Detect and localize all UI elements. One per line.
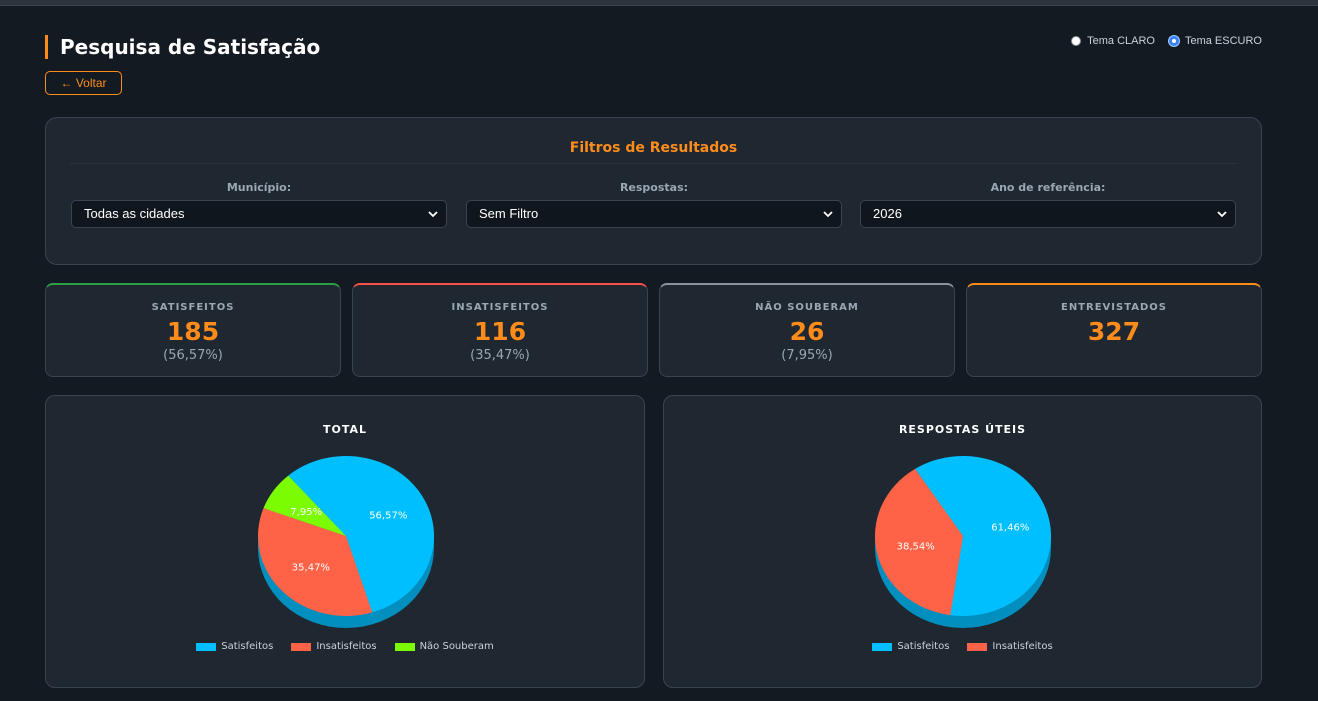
legend-item[interactable]: Insatisfeitos xyxy=(291,641,377,652)
stat-percent: (56,57%) xyxy=(163,348,223,363)
filters-panel: Filtros de Resultados Município: Todas a… xyxy=(45,117,1262,265)
stat-value: 26 xyxy=(789,317,825,346)
legend-label: Insatisfeitos xyxy=(992,641,1053,652)
pie-chart-respostas-uteis: 61,46% 38,54% xyxy=(875,456,1051,628)
stat-value: 116 xyxy=(473,317,527,346)
stat-label: NÃO SOUBERAM xyxy=(755,302,859,313)
chevron-down-icon xyxy=(428,211,438,218)
stat-card-satisfeitos: SATISFEITOS 185 (56,57%) xyxy=(45,283,341,377)
legend-item[interactable]: Insatisfeitos xyxy=(967,641,1053,652)
legend-swatch xyxy=(196,642,217,651)
stat-percent: (35,47%) xyxy=(470,348,530,363)
stat-label: ENTREVISTADOS xyxy=(1060,302,1167,313)
ano-select-value: 2026 xyxy=(873,206,902,221)
stat-value: 327 xyxy=(1087,317,1141,346)
municipio-select[interactable]: Todas as cidades xyxy=(71,200,447,228)
pie-chart-total: 56,57% 35,47% 7,95% xyxy=(258,456,434,628)
chart-title: TOTAL xyxy=(322,423,368,436)
respostas-select[interactable]: Sem Filtro xyxy=(466,200,842,228)
chart-legend: Satisfeitos Insatisfeitos xyxy=(664,641,1261,652)
theme-dark-radio[interactable] xyxy=(1168,36,1179,46)
stat-label: INSATISFEITOS xyxy=(451,302,549,313)
legend-item[interactable]: Satisfeitos xyxy=(196,641,273,652)
theme-light-radio[interactable] xyxy=(1071,36,1082,46)
theme-dark-label: Tema ESCURO xyxy=(1184,35,1262,47)
stat-card-entrevistados: ENTREVISTADOS 327 xyxy=(966,283,1262,377)
chart-card-respostas-uteis: RESPOSTAS ÚTEIS 61,46% 38,54% Satisfeitos… xyxy=(663,395,1262,688)
ano-select[interactable]: 2026 xyxy=(860,200,1236,228)
legend-swatch xyxy=(872,642,893,651)
stat-card-insatisfeitos: INSATISFEITOS 116 (35,47%) xyxy=(352,283,648,377)
respostas-select-value: Sem Filtro xyxy=(479,206,539,221)
chevron-down-icon xyxy=(1217,211,1227,218)
legend-item[interactable]: Satisfeitos xyxy=(872,641,949,652)
filter-ano: Ano de referência: 2026 xyxy=(860,181,1236,228)
stat-percent: (7,95%) xyxy=(781,348,833,363)
pie-slice-satisfeitos[interactable] xyxy=(915,456,1051,616)
pie-slice-não-souberam[interactable] xyxy=(263,475,346,536)
pie-slice-insatisfeitos[interactable] xyxy=(875,468,963,616)
filter-municipio-label: Município: xyxy=(226,181,292,194)
page-header: Pesquisa de Satisfação ← Voltar Tema CLA… xyxy=(45,35,1262,97)
legend-label: Satisfeitos xyxy=(221,641,274,652)
pie-data-label: 38,54% xyxy=(897,541,935,552)
legend-item[interactable]: Não Souberam xyxy=(394,641,494,652)
legend-label: Satisfeitos xyxy=(897,641,950,652)
pie-data-label: 35,47% xyxy=(292,562,330,573)
pie-slice-satisfeitos[interactable] xyxy=(288,456,434,613)
legend-label: Insatisfeitos xyxy=(316,641,377,652)
filter-municipio: Município: Todas as cidades xyxy=(71,181,447,228)
theme-switcher: Tema CLARO Tema ESCURO xyxy=(1071,35,1262,47)
theme-dark-option[interactable]: Tema ESCURO xyxy=(1168,35,1262,47)
page-title: Pesquisa de Satisfação xyxy=(45,35,320,59)
pie-data-label: 61,46% xyxy=(991,523,1029,534)
stat-value: 185 xyxy=(166,317,220,346)
chart-card-total: TOTAL 56,57% 35,47% 7,95% Satisfeitos Insat… xyxy=(45,395,645,688)
filter-respostas: Respostas: Sem Filtro xyxy=(466,181,842,228)
pie-data-label: 56,57% xyxy=(369,511,407,522)
theme-light-label: Tema CLARO xyxy=(1087,35,1155,47)
legend-swatch xyxy=(291,642,312,651)
legend-label: Não Souberam xyxy=(419,641,494,652)
legend-swatch xyxy=(394,642,415,651)
pie-data-label: 7,95% xyxy=(290,507,322,518)
pie-slice-insatisfeitos[interactable] xyxy=(258,508,373,616)
browser-top-bar xyxy=(0,0,1318,6)
municipio-select-value: Todas as cidades xyxy=(84,206,185,221)
filter-respostas-label: Respostas: xyxy=(619,181,689,194)
filter-ano-label: Ano de referência: xyxy=(990,181,1106,194)
chart-legend: Satisfeitos Insatisfeitos Não Souberam xyxy=(46,641,644,652)
stat-label: SATISFEITOS xyxy=(151,302,235,313)
chevron-down-icon xyxy=(823,211,833,218)
back-button[interactable]: ← Voltar xyxy=(45,71,122,95)
stat-card-nao-souberam: NÃO SOUBERAM 26 (7,95%) xyxy=(659,283,955,377)
filters-title: Filtros de Resultados xyxy=(70,136,1237,164)
chart-title: RESPOSTAS ÚTEIS xyxy=(898,423,1027,436)
legend-swatch xyxy=(967,642,988,651)
theme-light-option[interactable]: Tema CLARO xyxy=(1071,35,1155,47)
